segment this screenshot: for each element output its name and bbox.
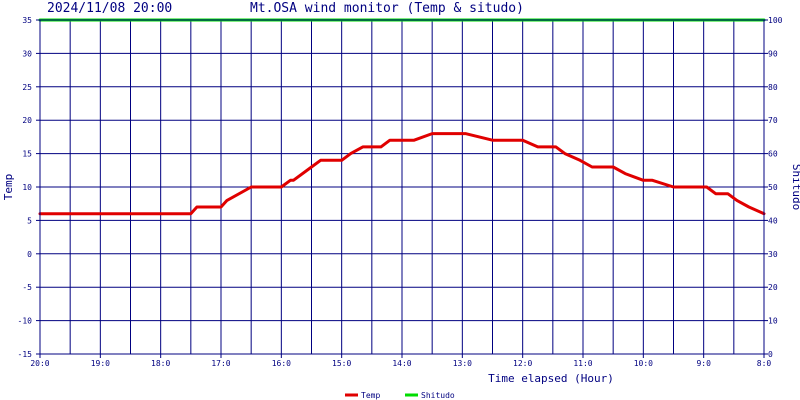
- data-point-temp: [310, 166, 313, 168]
- data-point-temp: [491, 139, 494, 141]
- data-point-temp: [651, 179, 654, 181]
- y-axis-title-right: Shitudo: [790, 164, 800, 210]
- y-tick-label-right: 70: [768, 116, 778, 125]
- x-tick-label: 14:0: [392, 359, 411, 368]
- chart-title: Mt.OSA wind monitor (Temp & situdo): [250, 1, 524, 16]
- data-point-temp: [727, 193, 729, 195]
- y-tick-label-right: 80: [768, 83, 778, 92]
- data-point-temp: [196, 206, 198, 208]
- y-tick-label-right: 50: [768, 183, 778, 192]
- data-point-temp: [706, 186, 708, 188]
- x-tick-label: 17:0: [211, 359, 230, 368]
- data-point-temp: [341, 159, 343, 161]
- data-point-temp: [250, 186, 252, 188]
- data-point-temp: [715, 193, 717, 195]
- data-point-temp: [256, 186, 258, 188]
- y-tick-label-right: 90: [768, 49, 778, 58]
- y-tick-label-left: 0: [27, 250, 32, 259]
- legend-item-shitudo: Shitudo: [405, 391, 455, 400]
- data-point-temp: [350, 153, 352, 155]
- data-point-temp: [555, 146, 557, 148]
- y-tick-label-left: 15: [22, 150, 32, 159]
- data-point-temp: [277, 186, 279, 188]
- x-axis-title: Time elapsed (Hour): [488, 372, 614, 385]
- data-point-temp: [513, 139, 515, 141]
- data-point-temp: [190, 213, 192, 215]
- y-tick-label-left: 20: [22, 116, 32, 125]
- data-point-temp: [401, 139, 403, 141]
- data-point-temp: [389, 139, 391, 141]
- data-point-temp: [736, 199, 738, 201]
- data-point-temp: [624, 173, 626, 175]
- x-tick-label: 10:0: [634, 359, 653, 368]
- data-point-temp: [612, 166, 614, 168]
- data-point-temp: [537, 146, 539, 148]
- data-point-temp: [362, 146, 364, 148]
- y-tick-label-left: -10: [18, 317, 33, 326]
- data-point-temp: [289, 179, 291, 181]
- y-tick-label-right: 40: [768, 216, 778, 225]
- x-tick-label: 11:0: [573, 359, 592, 368]
- data-point-temp: [672, 186, 675, 188]
- y-tick-label-left: 25: [22, 83, 32, 92]
- data-point-temp: [497, 139, 500, 141]
- x-tick-label: 13:0: [453, 359, 472, 368]
- legend-label: Temp: [361, 391, 380, 400]
- x-tick-label: 15:0: [332, 359, 351, 368]
- x-tick-label: 20:0: [30, 359, 49, 368]
- y-tick-label-right: 100: [768, 16, 783, 25]
- data-point-temp: [748, 206, 750, 208]
- legend-label: Shitudo: [421, 391, 455, 400]
- x-tick-label: 12:0: [513, 359, 532, 368]
- grid: [40, 20, 764, 354]
- data-point-temp: [591, 166, 593, 168]
- series-temp: [38, 132, 766, 216]
- y-tick-label-right: 30: [768, 250, 778, 259]
- y-tick-label-left: 35: [22, 16, 32, 25]
- y-tick-label-left: -5: [22, 283, 32, 292]
- y-tick-label-right: 10: [768, 317, 778, 326]
- x-tick-label: 19:0: [91, 359, 110, 368]
- data-point-temp: [205, 206, 207, 208]
- y-axis-title-left: Temp: [2, 174, 15, 201]
- y-tick-label-left: 10: [22, 183, 32, 192]
- x-tick-label: 8:0: [757, 359, 772, 368]
- data-point-temp: [431, 133, 433, 135]
- data-point-temp: [464, 133, 466, 135]
- data-point-temp: [292, 179, 294, 181]
- data-point-temp: [413, 139, 415, 141]
- data-point-temp: [685, 186, 687, 188]
- data-point-temp: [564, 153, 566, 155]
- x-tick-label: 9:0: [696, 359, 711, 368]
- data-point-temp: [642, 179, 644, 181]
- data-point-temp: [522, 139, 524, 141]
- legend: Temp Shitudo: [345, 391, 455, 400]
- data-point-temp: [220, 206, 222, 208]
- data-point-temp: [437, 133, 439, 135]
- x-tick-label: 16:0: [272, 359, 291, 368]
- y-tick-label-left: -15: [18, 350, 33, 359]
- y-tick-label-left: 5: [27, 216, 32, 225]
- y-tick-label-right: 0: [768, 350, 773, 359]
- data-point-temp: [461, 133, 463, 135]
- y-tick-label-left: 30: [22, 49, 32, 58]
- x-tick-label: 18:0: [151, 359, 170, 368]
- axis-ticks: 35302520151050-5-10-15100908070605040302…: [18, 16, 783, 368]
- y-tick-label-right: 20: [768, 283, 778, 292]
- data-point-temp: [280, 186, 282, 188]
- y-tick-label-right: 60: [768, 150, 778, 159]
- series-line-temp: [38, 132, 766, 216]
- data-point-temp: [380, 146, 382, 148]
- legend-item-temp: Temp: [345, 391, 380, 400]
- data-point-temp: [579, 159, 581, 161]
- header-datetime: 2024/11/08 20:00: [47, 1, 172, 16]
- data-point-temp: [320, 159, 322, 161]
- data-point-temp: [226, 199, 228, 201]
